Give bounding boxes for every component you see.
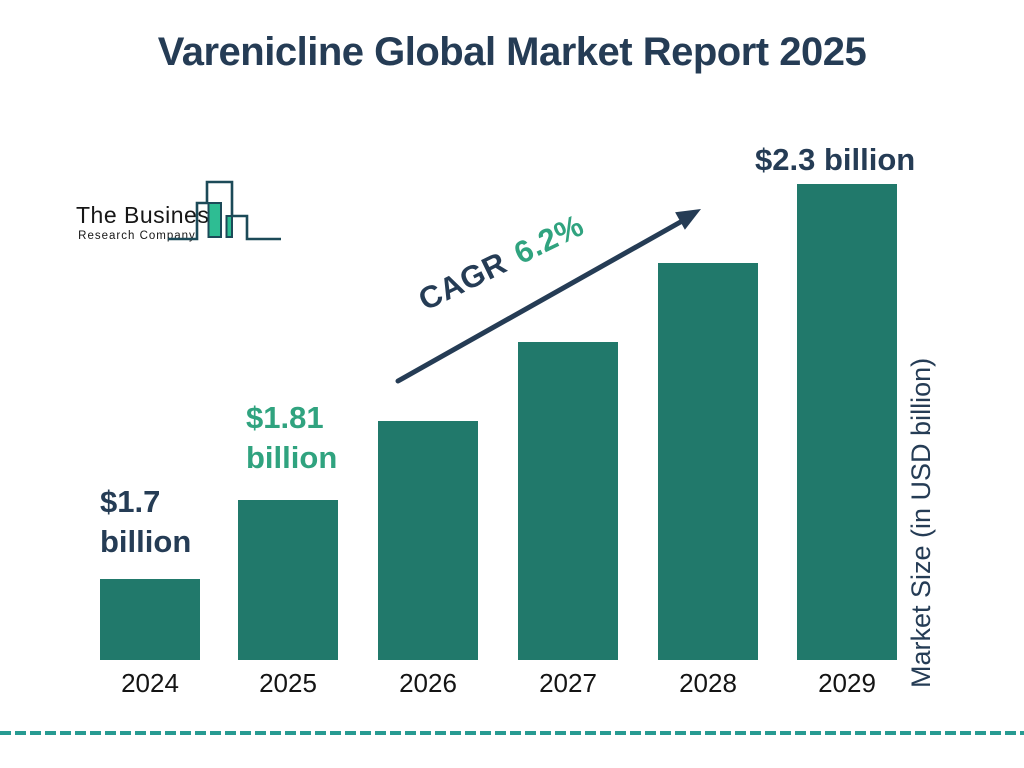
logo-bar-chart-icon xyxy=(168,180,281,241)
value-label-2025-line1: $1.81 xyxy=(246,400,324,435)
x-tick-2029: 2029 xyxy=(818,668,876,698)
y-axis-title: Market Size (in USD billion) xyxy=(906,357,936,688)
bar-2027 xyxy=(518,342,618,660)
x-tick-2028: 2028 xyxy=(679,668,737,698)
value-label-2025-line2: billion xyxy=(246,440,338,475)
value-label-2024: $1.7 billion xyxy=(100,482,191,562)
x-tick-2024: 2024 xyxy=(121,668,179,698)
x-tick-2026: 2026 xyxy=(399,668,457,698)
cagr-value: 6.2% xyxy=(508,207,590,271)
bar-2025 xyxy=(238,500,338,660)
bar-2029 xyxy=(797,184,897,660)
logo-company-subname: Research Company xyxy=(78,230,196,242)
bar-2026 xyxy=(378,421,478,660)
x-tick-2025: 2025 xyxy=(259,668,317,698)
x-tick-2027: 2027 xyxy=(539,668,597,698)
value-label-2024-line1: $1.7 xyxy=(100,484,161,519)
bottom-dashed-divider xyxy=(0,731,1024,735)
value-label-2024-line2: billion xyxy=(100,524,192,559)
bar-2028 xyxy=(658,263,758,660)
bar-2024 xyxy=(100,579,200,660)
page-title: Varenicline Global Market Report 2025 xyxy=(157,30,867,74)
value-label-2029: $2.3 billion xyxy=(755,140,915,180)
cagr-annotation: CAGR6.2% xyxy=(413,208,590,319)
value-label-2029-line1: $2.3 billion xyxy=(755,142,916,177)
value-label-2025: $1.81 billion xyxy=(246,398,337,478)
cagr-label: CAGR xyxy=(413,245,513,318)
